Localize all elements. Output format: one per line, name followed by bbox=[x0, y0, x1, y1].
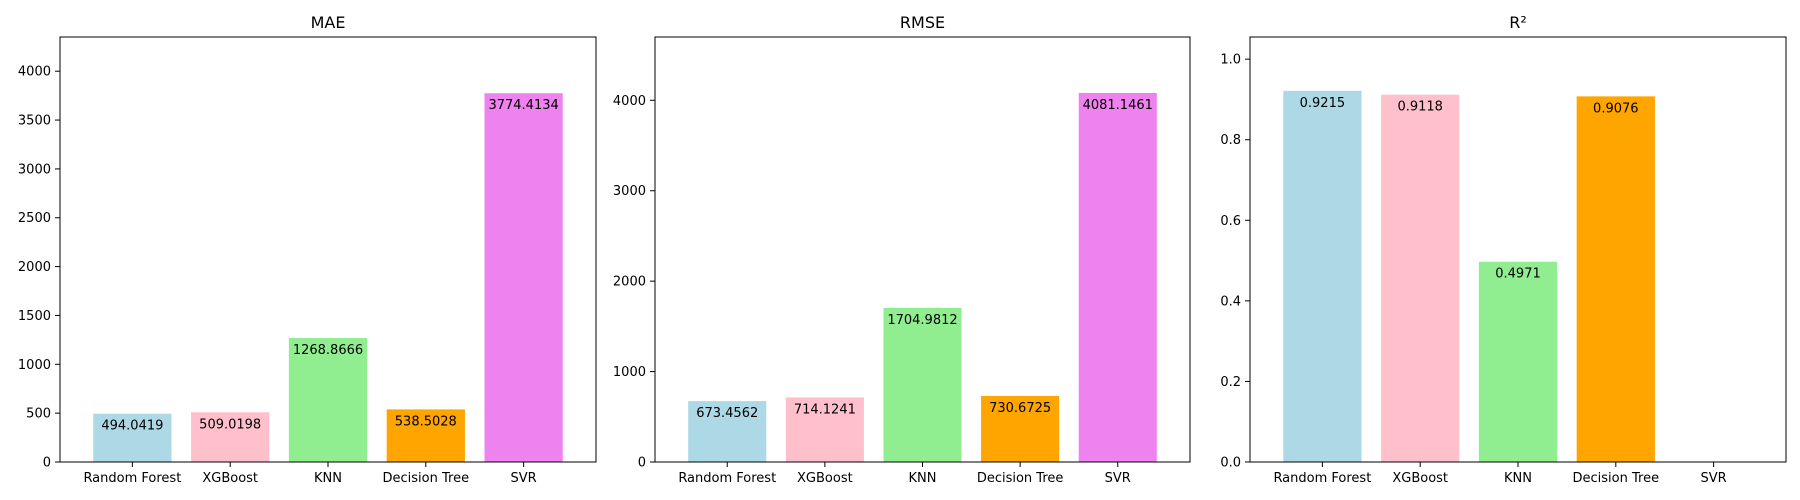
rmse-value-label-3: 730.6725 bbox=[989, 401, 1051, 416]
r2-value-label-1: 0.9118 bbox=[1397, 100, 1443, 115]
mae-value-label-3: 538.5028 bbox=[395, 414, 457, 429]
r2-ytick-label-1: 0.2 bbox=[1220, 375, 1241, 390]
r2-value-label-3: 0.9076 bbox=[1593, 101, 1639, 116]
mae-value-label-1: 509.0198 bbox=[199, 417, 261, 432]
mae-ytick-label-6: 3000 bbox=[18, 162, 51, 177]
r2-ytick-label-3: 0.6 bbox=[1220, 214, 1241, 229]
rmse-title: RMSE bbox=[900, 13, 945, 32]
rmse-panel: RMSE 673.4562 714.1241 1704.9812 730.6725 408… bbox=[613, 13, 1191, 486]
rmse-xtick-label-2: KNN bbox=[909, 471, 937, 486]
r2-xtick-label-4: SVR bbox=[1701, 471, 1727, 486]
r2-bar-1 bbox=[1381, 94, 1460, 463]
r2-bar-3 bbox=[1576, 96, 1655, 462]
r2-xtick-label-3: Decision Tree bbox=[1573, 471, 1660, 486]
mae-bar-3 bbox=[386, 409, 465, 462]
rmse-xtick-label-1: XGBoost bbox=[797, 471, 853, 486]
r2-ytick-label-5: 1.0 bbox=[1220, 53, 1241, 68]
r2-ytick-label-0: 0.0 bbox=[1220, 456, 1241, 471]
mae-bar-1 bbox=[191, 412, 270, 462]
mae-value-label-0: 494.0419 bbox=[101, 419, 163, 434]
mae-xtick-label-1: XGBoost bbox=[202, 471, 258, 486]
r2-xtick-label-1: XGBoost bbox=[1392, 471, 1448, 486]
r2-value-label-0: 0.9215 bbox=[1300, 96, 1346, 111]
rmse-ytick-label-1: 1000 bbox=[613, 365, 646, 380]
r2-panel: R² 0.9215 0.9118 0.4971 0.9076 0.0 0.2 0.4 0.6 0.… bbox=[1220, 13, 1787, 486]
r2-ytick-label-2: 0.4 bbox=[1220, 294, 1241, 309]
r2-bar-0 bbox=[1283, 90, 1362, 463]
mae-bar-4 bbox=[484, 93, 563, 462]
rmse-value-label-1: 714.1241 bbox=[794, 402, 856, 417]
r2-title: R² bbox=[1509, 13, 1527, 32]
mae-bar-2 bbox=[288, 338, 368, 462]
mae-ytick-label-7: 3500 bbox=[18, 114, 51, 129]
rmse-xtick-label-0: Random Forest bbox=[678, 471, 776, 486]
rmse-bar-3 bbox=[981, 395, 1060, 462]
rmse-ytick-label-2: 2000 bbox=[613, 275, 646, 290]
mae-ytick-label-4: 2000 bbox=[18, 260, 51, 275]
mae-xtick-label-2: KNN bbox=[314, 471, 342, 486]
mae-xtick-label-0: Random Forest bbox=[83, 471, 181, 486]
mae-panel: MAE 494.0419 509.0198 1268.8666 538.5028 3774… bbox=[18, 13, 597, 486]
mae-value-label-2: 1268.8666 bbox=[293, 343, 363, 358]
rmse-bar-0 bbox=[688, 401, 767, 462]
rmse-ytick-label-0: 0 bbox=[638, 456, 646, 471]
r2-value-label-2: 0.4971 bbox=[1495, 267, 1541, 282]
rmse-ytick-label-4: 4000 bbox=[613, 94, 646, 109]
rmse-ytick-label-3: 3000 bbox=[613, 184, 646, 199]
mae-xtick-label-3: Decision Tree bbox=[383, 471, 470, 486]
rmse-bar-4 bbox=[1078, 92, 1157, 462]
mae-ytick-label-2: 1000 bbox=[18, 358, 51, 373]
mae-title: MAE bbox=[311, 13, 346, 32]
r2-bar-2 bbox=[1478, 261, 1558, 462]
rmse-bar-2 bbox=[883, 307, 962, 462]
mae-ytick-label-3: 1500 bbox=[18, 309, 51, 324]
rmse-value-label-2: 1704.9812 bbox=[887, 313, 957, 328]
r2-xtick-label-2: KNN bbox=[1504, 471, 1532, 486]
mae-ytick-label-8: 4000 bbox=[18, 65, 51, 80]
mae-bar-0 bbox=[93, 413, 172, 462]
mae-ytick-label-1: 500 bbox=[26, 407, 51, 422]
mae-value-label-4: 3774.4134 bbox=[488, 98, 558, 113]
rmse-xtick-label-4: SVR bbox=[1105, 471, 1131, 486]
rmse-value-label-0: 673.4562 bbox=[696, 406, 758, 421]
r2-xtick-label-0: Random Forest bbox=[1273, 471, 1371, 486]
mae-xtick-label-4: SVR bbox=[511, 471, 537, 486]
rmse-bar-1 bbox=[785, 397, 864, 462]
rmse-value-label-4: 4081.1461 bbox=[1083, 98, 1153, 113]
rmse-xtick-label-3: Decision Tree bbox=[977, 471, 1064, 486]
mae-ytick-label-0: 0 bbox=[43, 456, 51, 471]
r2-ytick-label-4: 0.8 bbox=[1220, 133, 1241, 148]
mae-ytick-label-5: 2500 bbox=[18, 211, 51, 226]
